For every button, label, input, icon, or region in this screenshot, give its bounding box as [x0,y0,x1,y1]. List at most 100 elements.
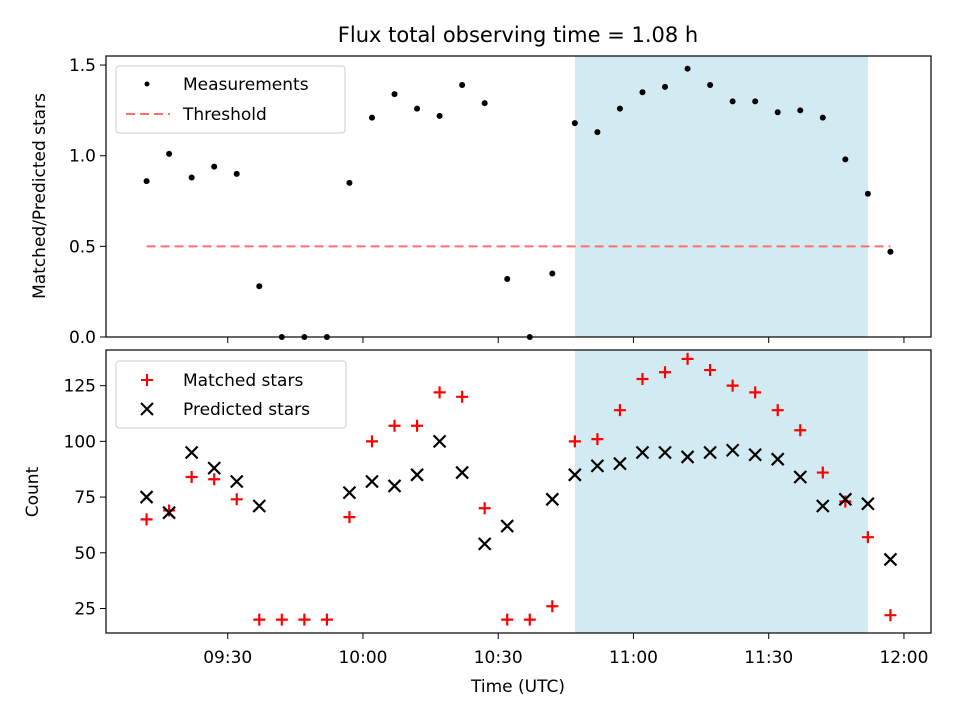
y-tick-label: 25 [74,599,96,619]
y-tick-label: 0.0 [69,328,96,348]
predicted-star-point [838,492,853,507]
top-y-axis-label: Matched/Predicted stars [30,93,50,299]
measurement-point [662,83,669,90]
predicted-star-point [680,450,695,464]
predicted-star-point [500,519,515,533]
measurement-point [504,275,511,282]
measurement-point [571,120,578,127]
predicted-star-point [883,552,898,567]
top-shaded-span [574,56,868,337]
measurement-point [143,178,150,185]
matched-star-point [884,609,897,622]
predicted-star-point [387,479,402,493]
predicted-star-point [229,474,244,489]
measurement-point [549,270,556,277]
measurement-point [346,179,353,186]
matched-star-point [320,613,333,626]
measurement-point [707,82,714,89]
matched-star-point [478,502,491,515]
legend-measurements-marker [144,81,150,87]
predicted-star-point [590,459,605,473]
predicted-star-point [725,443,740,458]
predicted-star-point [748,447,762,462]
top-x-ticks [227,337,905,343]
y-tick-label: 75 [74,488,96,508]
matched-star-point [388,419,401,432]
predicted-star-point [568,468,582,482]
matched-star-point [230,493,243,506]
x-tick-label: 10:00 [338,648,387,668]
y-tick-label: 1.5 [69,56,96,76]
y-tick-label: 50 [74,544,96,564]
predicted-star-point [139,490,154,504]
bottom-plot-frame [105,349,932,634]
matched-star-point [343,511,356,524]
measurement-point [887,248,894,255]
matched-star-point [659,366,672,379]
measurement-point [166,150,173,157]
matched-star-point [681,352,694,365]
predicted-star-point [207,461,221,475]
matched-star-point [771,404,784,417]
matched-star-point [861,531,874,544]
measurement-point [368,114,375,121]
x-tick-label: 11:30 [744,648,793,668]
matched-star-point [816,466,829,479]
legend-predicted-label: Predicted stars [183,400,310,420]
measurement-point [774,109,781,116]
matched-star-point [636,372,649,385]
matched-star-point [794,424,807,437]
matched-star-point [433,386,446,399]
predicted-star-point [658,445,672,460]
predicted-star-point [635,445,650,460]
matched-star-point [704,364,717,377]
legend-measurements-label: Measurements [183,75,309,95]
predicted-star-point [252,499,267,513]
matched-star-point [591,433,604,446]
top-panel: 0.0 0.5 1.0 1.5 Matched/Predicted stars Mea… [30,55,932,348]
measurement-point [436,112,443,119]
measurement-point [616,105,623,112]
measurement-point [256,283,263,290]
measurement-point [729,98,736,105]
x-tick-label: 12:00 [879,648,928,668]
bottom-y-axis-label: Count [23,466,43,517]
matched-star-point [613,404,626,417]
top-plot-frame [105,55,932,338]
measurement-point [233,170,240,177]
predicted-star-point [816,499,830,513]
matched-star-point [456,390,469,403]
matched-star-point [749,386,762,399]
predicted-star-point [770,452,785,466]
measurement-point [414,105,421,112]
measurement-point [211,163,218,170]
y-tick-label: 1.0 [69,147,96,167]
matched-star-point [411,419,424,432]
predicted-star-point [703,445,717,460]
matched-stars-series [140,352,897,626]
measurement-point [819,114,826,121]
matched-star-point [163,504,176,517]
measurement-point [864,190,871,197]
matched-star-point [208,473,221,486]
y-tick-label: 125 [64,377,96,397]
predicted-star-point [477,537,492,551]
bottom-legend: Matched stars Predicted stars [115,360,347,429]
measurement-point [188,174,195,181]
top-y-ticks: 0.0 0.5 1.0 1.5 [69,56,106,348]
predicted-stars-series [139,434,898,567]
legend-predicted-marker [140,402,154,416]
matched-star-point [523,613,536,626]
x-tick-label: 10:30 [474,648,523,668]
bottom-x-ticks: 09:30 10:00 10:30 11:00 11:30 12:00 [203,633,928,668]
matched-star-point [253,613,266,626]
bottom-legend-box [115,360,347,429]
measurement-point [639,89,646,96]
matched-star-point [298,613,311,626]
measurement-point [684,65,691,72]
chart-title: Flux total observing time = 1.08 h [338,23,698,47]
predicted-star-point [365,474,379,489]
bottom-panel: 25 50 75 100 125 09:30 10:00 10:30 11:00 11:30 12… [23,349,932,697]
predicted-star-point [342,485,357,500]
